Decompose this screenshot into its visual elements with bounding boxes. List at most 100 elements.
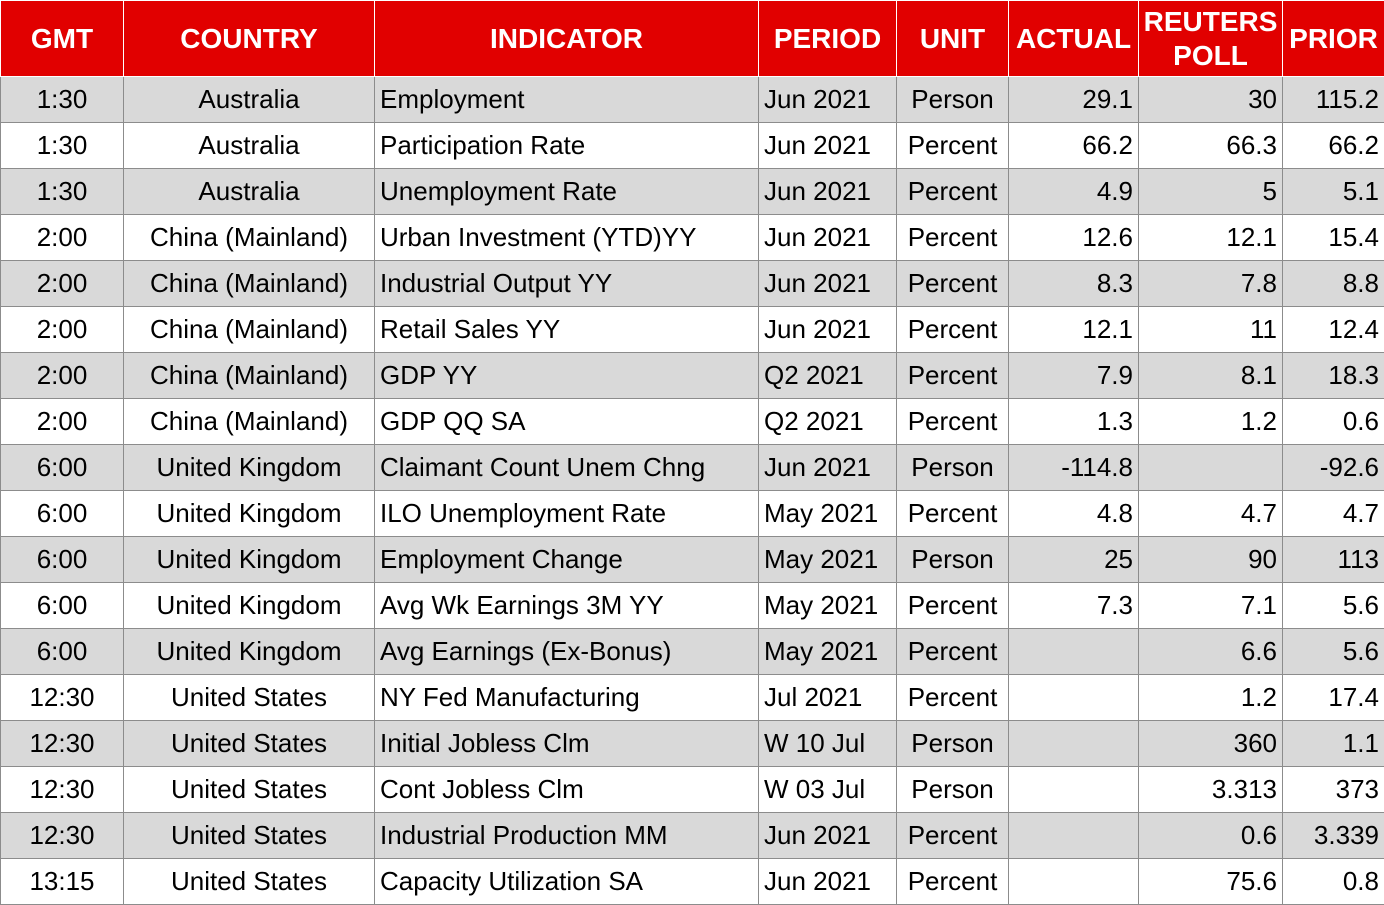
cell-reuters-poll: 1.2 (1138, 674, 1283, 721)
cell-unit: Percent (896, 260, 1009, 307)
cell-gmt: 6:00 (0, 582, 124, 629)
cell-country: Australia (123, 122, 375, 169)
cell-gmt: 12:30 (0, 812, 124, 859)
cell-prior: 4.7 (1282, 490, 1384, 537)
cell-country: United Kingdom (123, 490, 375, 537)
cell-gmt: 2:00 (0, 352, 124, 399)
cell-indicator: Employment (374, 76, 759, 123)
header-period: PERIOD (758, 0, 897, 77)
cell-gmt: 12:30 (0, 720, 124, 767)
cell-gmt: 2:00 (0, 214, 124, 261)
cell-actual (1008, 674, 1139, 721)
cell-period: Jun 2021 (758, 76, 897, 123)
cell-period: W 10 Jul (758, 720, 897, 767)
cell-period: W 03 Jul (758, 766, 897, 813)
cell-period: May 2021 (758, 582, 897, 629)
cell-actual: 66.2 (1008, 122, 1139, 169)
table-row: 1:30 Australia Employment Jun 2021 Person 29.… (0, 76, 1384, 123)
cell-prior: 8.8 (1282, 260, 1384, 307)
cell-period: Jun 2021 (758, 260, 897, 307)
table-row: 1:30 Australia Participation Rate Jun 2021 P… (0, 122, 1384, 169)
cell-reuters-poll: 0.6 (1138, 812, 1283, 859)
cell-gmt: 12:30 (0, 766, 124, 813)
cell-prior: 3.339 (1282, 812, 1384, 859)
cell-unit: Percent (896, 168, 1009, 215)
cell-gmt: 1:30 (0, 122, 124, 169)
table-row: 6:00 United Kingdom ILO Unemployment Rate M… (0, 490, 1384, 537)
cell-indicator: ILO Unemployment Rate (374, 490, 759, 537)
cell-period: May 2021 (758, 536, 897, 583)
cell-indicator: Capacity Utilization SA (374, 858, 759, 905)
cell-period: Jun 2021 (758, 858, 897, 905)
cell-unit: Person (896, 766, 1009, 813)
cell-reuters-poll: 12.1 (1138, 214, 1283, 261)
cell-reuters-poll: 30 (1138, 76, 1283, 123)
cell-actual: 12.6 (1008, 214, 1139, 261)
cell-actual: 7.9 (1008, 352, 1139, 399)
cell-country: United Kingdom (123, 444, 375, 491)
cell-actual: 7.3 (1008, 582, 1139, 629)
cell-actual (1008, 766, 1139, 813)
cell-actual: -114.8 (1008, 444, 1139, 491)
cell-prior: 0.8 (1282, 858, 1384, 905)
table-row: 6:00 United Kingdom Employment Change May 2… (0, 536, 1384, 583)
cell-prior: 5.6 (1282, 628, 1384, 675)
cell-unit: Percent (896, 214, 1009, 261)
cell-unit: Person (896, 444, 1009, 491)
table-row: 12:30 United States Initial Jobless Clm W 1… (0, 720, 1384, 767)
cell-reuters-poll: 360 (1138, 720, 1283, 767)
cell-country: United States (123, 766, 375, 813)
cell-indicator: Participation Rate (374, 122, 759, 169)
cell-reuters-poll: 6.6 (1138, 628, 1283, 675)
header-unit: UNIT (896, 0, 1009, 77)
cell-reuters-poll: 90 (1138, 536, 1283, 583)
cell-actual: 25 (1008, 536, 1139, 583)
table-row: 6:00 United Kingdom Claimant Count Unem Ch… (0, 444, 1384, 491)
cell-reuters-poll (1138, 444, 1283, 491)
cell-period: Jun 2021 (758, 306, 897, 353)
cell-country: China (Mainland) (123, 306, 375, 353)
cell-prior: 115.2 (1282, 76, 1384, 123)
cell-prior: 12.4 (1282, 306, 1384, 353)
cell-indicator: Avg Earnings (Ex-Bonus) (374, 628, 759, 675)
cell-unit: Percent (896, 398, 1009, 445)
table-row: 12:30 United States Industrial Production … (0, 812, 1384, 859)
cell-actual: 12.1 (1008, 306, 1139, 353)
cell-country: United Kingdom (123, 582, 375, 629)
cell-gmt: 1:30 (0, 76, 124, 123)
cell-indicator: GDP YY (374, 352, 759, 399)
cell-unit: Person (896, 720, 1009, 767)
header-indicator: INDICATOR (374, 0, 759, 77)
cell-country: United Kingdom (123, 536, 375, 583)
table-row: 12:30 United States Cont Jobless Clm W 03 J… (0, 766, 1384, 813)
cell-prior: 66.2 (1282, 122, 1384, 169)
cell-reuters-poll: 7.8 (1138, 260, 1283, 307)
cell-unit: Person (896, 76, 1009, 123)
cell-gmt: 13:15 (0, 858, 124, 905)
cell-country: China (Mainland) (123, 398, 375, 445)
cell-indicator: Initial Jobless Clm (374, 720, 759, 767)
table-row: 2:00 China (Mainland) GDP YY Q2 2021 Percent… (0, 352, 1384, 399)
cell-indicator: NY Fed Manufacturing (374, 674, 759, 721)
cell-reuters-poll: 4.7 (1138, 490, 1283, 537)
cell-indicator: Unemployment Rate (374, 168, 759, 215)
cell-indicator: Claimant Count Unem Chng (374, 444, 759, 491)
cell-gmt: 6:00 (0, 628, 124, 675)
cell-country: Australia (123, 76, 375, 123)
cell-actual: 8.3 (1008, 260, 1139, 307)
cell-reuters-poll: 11 (1138, 306, 1283, 353)
cell-prior: 18.3 (1282, 352, 1384, 399)
cell-unit: Percent (896, 490, 1009, 537)
cell-period: Jul 2021 (758, 674, 897, 721)
cell-prior: 113 (1282, 536, 1384, 583)
cell-country: China (Mainland) (123, 352, 375, 399)
cell-gmt: 1:30 (0, 168, 124, 215)
cell-reuters-poll: 5 (1138, 168, 1283, 215)
cell-indicator: Retail Sales YY (374, 306, 759, 353)
cell-country: United Kingdom (123, 628, 375, 675)
cell-actual (1008, 858, 1139, 905)
header-reuters-poll: REUTERS POLL (1138, 0, 1283, 77)
cell-actual (1008, 812, 1139, 859)
cell-gmt: 2:00 (0, 306, 124, 353)
